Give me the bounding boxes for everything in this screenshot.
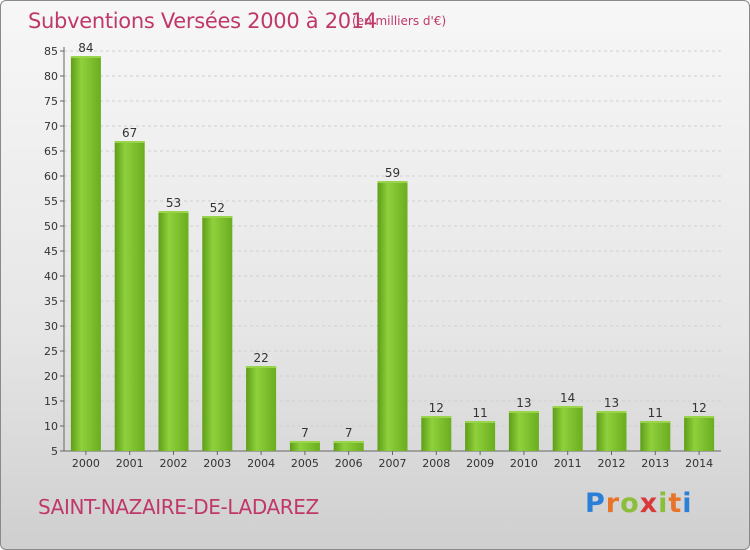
bar-top-highlight <box>246 366 277 368</box>
x-tick-label: 2002 <box>160 457 188 470</box>
y-tick-label: 55 <box>44 195 58 208</box>
data-label: 14 <box>560 391 575 405</box>
x-tick-labels: 2000 2001 2002 2003 2004 2005 2006 2007 2008 2009… <box>72 457 713 470</box>
y-tick-label: 40 <box>44 270 58 283</box>
bar-top-highlight <box>202 216 233 218</box>
x-tick-label: 2000 <box>72 457 100 470</box>
data-label: 7 <box>345 426 353 440</box>
y-tick-label: 50 <box>44 220 58 233</box>
x-tick-label: 2001 <box>116 457 144 470</box>
y-tick-label: 35 <box>44 295 58 308</box>
bar <box>596 411 627 451</box>
data-label: 7 <box>301 426 309 440</box>
y-tick-label: 70 <box>44 120 58 133</box>
logo-letter: P <box>585 488 606 519</box>
bar-top-highlight <box>158 211 189 213</box>
y-tick-labels: 5 10 15 20 25 30 35 40 45 50 55 60 65 70 75 80 85 <box>44 45 58 458</box>
bar <box>333 441 364 451</box>
bar-top-highlight <box>640 421 671 423</box>
logo-letter: t <box>668 488 683 519</box>
y-tick-label: 80 <box>44 70 58 83</box>
x-tick-label: 2013 <box>641 457 669 470</box>
logo-letter: o <box>620 488 640 519</box>
bar-top-highlight <box>596 411 627 413</box>
y-tick-label: 45 <box>44 245 58 258</box>
x-tick-label: 2010 <box>510 457 538 470</box>
bar <box>508 411 539 451</box>
logo-letter: i <box>658 488 669 519</box>
bar-top-highlight <box>552 406 583 408</box>
bar <box>289 441 320 451</box>
bar-top-highlight <box>684 416 715 418</box>
y-tick-label: 85 <box>44 45 58 58</box>
x-tick-label: 2012 <box>598 457 626 470</box>
bar <box>552 406 583 451</box>
chart-subtitle: (en milliers d'€) <box>352 14 447 28</box>
x-tick-label: 2011 <box>554 457 582 470</box>
data-labels: 84 67 53 52 22 7 7 59 12 11 13 14 13 11 12 <box>78 41 706 440</box>
bar <box>377 181 408 451</box>
data-label: 12 <box>691 401 706 415</box>
data-label: 12 <box>429 401 444 415</box>
commune-name: SAINT-NAZAIRE-DE-LADAREZ <box>38 495 319 519</box>
bar-top-highlight <box>465 421 496 423</box>
y-tick-label: 5 <box>51 445 58 458</box>
data-label: 53 <box>166 196 181 210</box>
bar <box>202 216 233 451</box>
y-tick-label: 75 <box>44 95 58 108</box>
x-tick-label: 2007 <box>379 457 407 470</box>
y-tick-label: 15 <box>44 395 58 408</box>
bar-top-highlight <box>421 416 452 418</box>
data-label: 84 <box>78 41 93 55</box>
bar-top-highlight <box>333 441 364 443</box>
bar-top-highlight <box>377 181 408 183</box>
bar <box>114 141 145 451</box>
y-tick-label: 10 <box>44 420 58 433</box>
bar <box>421 416 452 451</box>
data-label: 52 <box>210 201 225 215</box>
data-label: 13 <box>604 396 619 410</box>
logo-letter: r <box>605 488 621 519</box>
data-label: 59 <box>385 166 400 180</box>
y-tick-label: 65 <box>44 145 58 158</box>
y-tick-label: 60 <box>44 170 58 183</box>
data-label: 11 <box>648 406 663 420</box>
y-tick-label: 20 <box>44 370 58 383</box>
y-tick-label: 30 <box>44 320 58 333</box>
x-tick-label: 2004 <box>247 457 275 470</box>
data-label: 13 <box>516 396 531 410</box>
x-tick-label: 2014 <box>685 457 713 470</box>
data-label: 11 <box>472 406 487 420</box>
x-tick-label: 2003 <box>203 457 231 470</box>
logo-letter: x <box>639 488 659 519</box>
bar <box>246 366 277 451</box>
y-tick-label: 25 <box>44 345 58 358</box>
bar-top-highlight <box>70 56 101 58</box>
logo-letter: i <box>682 488 693 519</box>
x-tick-label: 2008 <box>422 457 450 470</box>
bar-top-highlight <box>114 141 145 143</box>
chart-title: Subventions Versées 2000 à 2014 <box>28 9 377 33</box>
bar-top-highlight <box>508 411 539 413</box>
bar <box>70 56 101 451</box>
bar <box>640 421 671 451</box>
bar-top-highlight <box>289 441 320 443</box>
bar <box>158 211 189 451</box>
x-tick-label: 2005 <box>291 457 319 470</box>
data-label: 67 <box>122 126 137 140</box>
bar <box>465 421 496 451</box>
bars <box>70 56 715 451</box>
x-tick-label: 2009 <box>466 457 494 470</box>
x-tick-label: 2006 <box>335 457 363 470</box>
proxiti-logo: Proxiti <box>585 488 693 519</box>
data-label: 22 <box>253 351 268 365</box>
bar <box>684 416 715 451</box>
